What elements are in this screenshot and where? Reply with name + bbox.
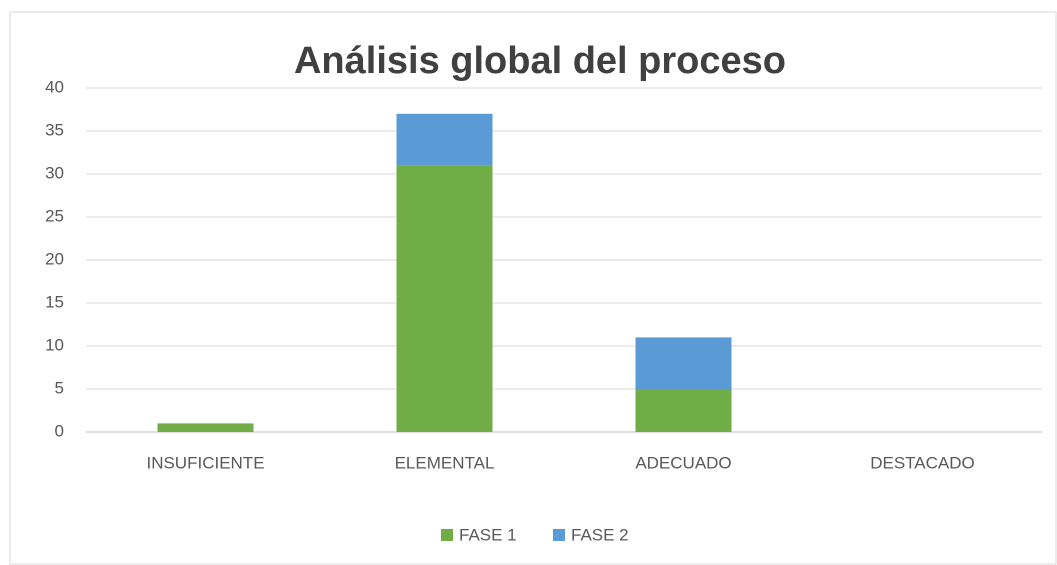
bar-segment [157, 423, 254, 432]
legend-label: FASE 1 [459, 525, 517, 544]
x-tick-label: ADECUADO [635, 453, 731, 472]
chart-frame [9, 11, 1057, 565]
x-tick-label: DESTACADO [870, 453, 975, 472]
x-tick-label: INSUFICIENTE [146, 453, 264, 472]
legend-swatch [441, 529, 453, 541]
legend-swatch [553, 529, 565, 541]
y-tick-label: 40 [45, 77, 64, 96]
bar-segment [635, 337, 732, 389]
y-tick-label: 20 [45, 249, 64, 268]
bar-segment [396, 165, 493, 432]
legend-label: FASE 2 [571, 525, 629, 544]
y-tick-label: 5 [55, 378, 64, 397]
bar-segment [635, 389, 732, 432]
y-tick-label: 35 [45, 120, 64, 139]
y-tick-label: 10 [45, 335, 64, 354]
x-tick-label: ELEMENTAL [395, 453, 495, 472]
y-tick-label: 30 [45, 163, 64, 182]
bar-segment [396, 113, 493, 166]
y-tick-label: 15 [45, 292, 64, 311]
y-tick-label: 25 [45, 206, 64, 225]
y-tick-label: 0 [55, 421, 64, 440]
chart-title: Análisis global del proceso [294, 40, 786, 82]
